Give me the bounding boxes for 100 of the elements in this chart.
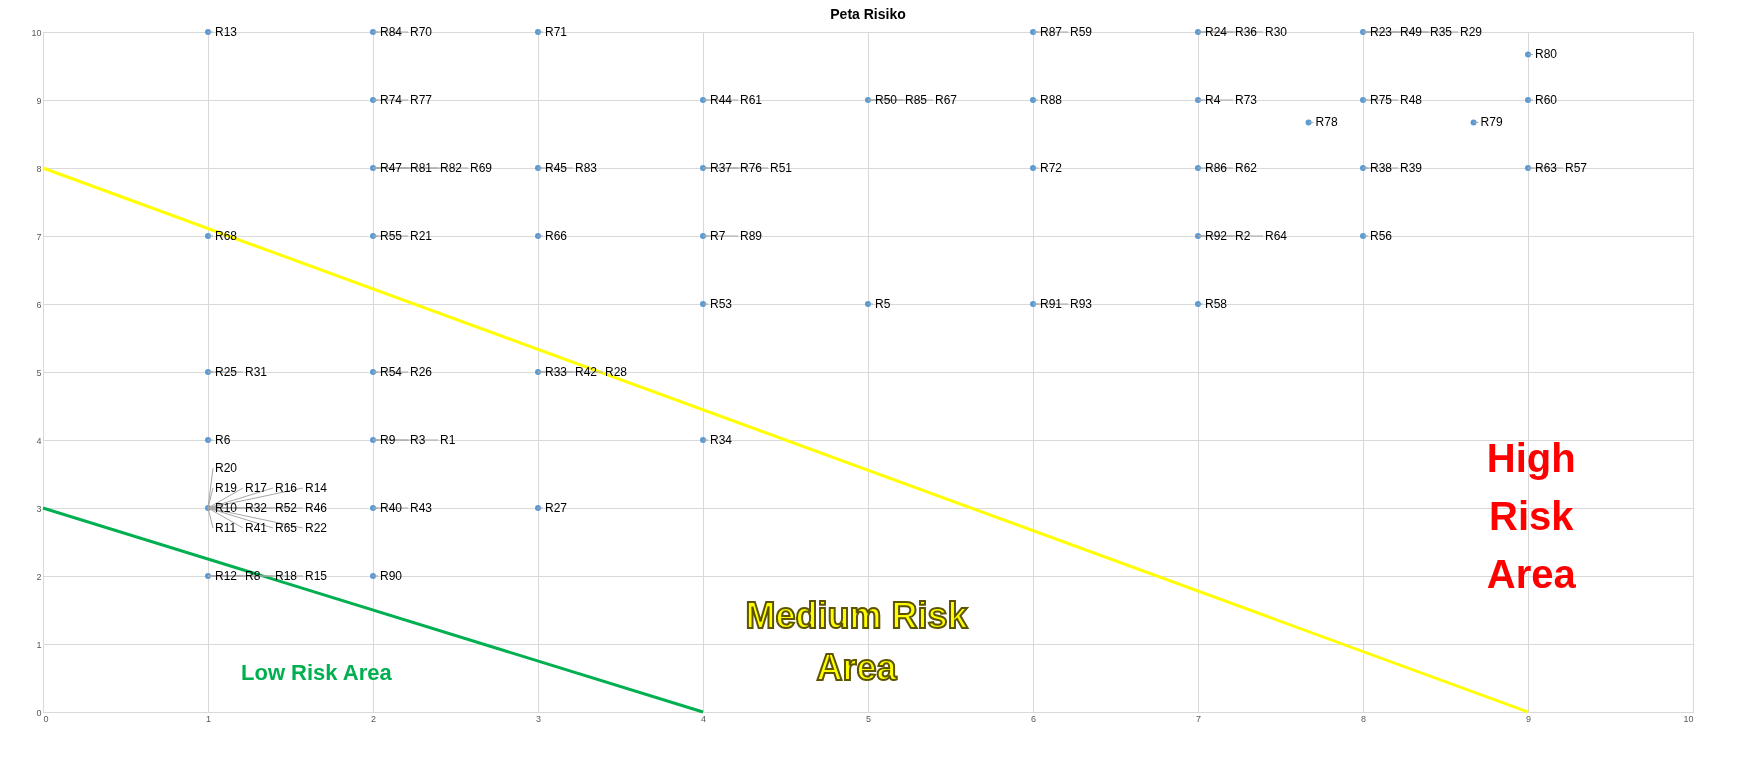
annotation: R56 [1370, 229, 1393, 243]
annotation: R51 [770, 161, 793, 175]
x-tick-label: 1 [205, 713, 212, 724]
annotation: R29 [1460, 25, 1483, 39]
annotation: R11 [215, 521, 237, 535]
annotation: R5 [875, 297, 891, 311]
annotation: R62 [1235, 161, 1258, 175]
annotation: R42 [575, 365, 598, 379]
annotation: R79 [1480, 115, 1503, 130]
annotation: Low Risk Area [241, 660, 393, 686]
annotation: R76 [740, 161, 763, 175]
annotation: R4 [1205, 93, 1221, 107]
annotation: R88 [1040, 93, 1063, 107]
annotation: R45 [545, 161, 568, 175]
annotation: R75 [1370, 93, 1393, 107]
annotation: R7 [710, 229, 726, 243]
annotation: R92 [1205, 229, 1228, 243]
annotation: R39 [1400, 161, 1423, 175]
annotation: R31 [245, 365, 268, 379]
annotation: R78 [1315, 115, 1338, 130]
annotation: R15 [305, 569, 328, 583]
annotation: R40 [380, 501, 403, 515]
y-tick-label: 4 [36, 435, 42, 446]
annotation: R12 [215, 569, 238, 583]
annotation: R34 [710, 433, 733, 447]
annotation: R3 [410, 433, 426, 447]
annotation: R17 [245, 481, 268, 495]
annotation: R53 [710, 297, 733, 311]
annotation: R32 [245, 501, 268, 515]
annotation: R52 [275, 501, 298, 515]
annotation: R71 [545, 25, 568, 39]
annotation: R57 [1565, 161, 1588, 175]
annotation: R49 [1400, 25, 1423, 39]
annotation: R74 [380, 93, 403, 107]
annotation: R33 [545, 365, 568, 379]
y-tick-label: 6 [36, 299, 42, 310]
annotation: R59 [1070, 25, 1093, 39]
annotation: R48 [1400, 93, 1423, 107]
annotation: R46 [305, 501, 328, 515]
annotation: R44 [710, 93, 733, 107]
annotation: R67 [935, 93, 958, 107]
annotation: R72 [1040, 161, 1063, 175]
annotation: R25 [215, 365, 238, 379]
chart-title: Peta Risiko [830, 6, 906, 22]
annotation: R81 [410, 161, 433, 175]
x-tick-label: 4 [700, 713, 707, 724]
annotation: R2 [1235, 229, 1251, 243]
annotation: R18 [275, 569, 298, 583]
annotation: R37 [710, 161, 733, 175]
annotation: R90 [380, 569, 403, 583]
y-tick-label: 10 [31, 27, 42, 38]
annotation: R30 [1265, 25, 1288, 39]
annotation: R82 [440, 161, 463, 175]
annotation: R1 [440, 433, 456, 447]
y-tick-label: 3 [36, 503, 42, 514]
y-tick-label: 9 [36, 95, 42, 106]
annotation: R61 [740, 93, 763, 107]
x-tick-label: 5 [865, 713, 872, 724]
annotation: R70 [410, 25, 433, 39]
annotation: R36 [1235, 25, 1258, 39]
x-tick-label: 7 [1195, 713, 1202, 724]
y-tick-label: 7 [36, 231, 42, 242]
y-tick-label: 1 [36, 639, 42, 650]
annotation: R58 [1205, 297, 1228, 311]
annotation: R50 [875, 93, 898, 107]
annotation: R69 [470, 161, 493, 175]
annotation: R26 [410, 365, 433, 379]
x-tick-label: 10 [1683, 713, 1694, 724]
annotation: R16 [275, 481, 298, 495]
annotation: R84 [380, 25, 403, 39]
y-tick-label: 8 [36, 163, 42, 174]
annotation: R87 [1040, 25, 1063, 39]
annotation: R6 [215, 433, 231, 447]
annotation: R65 [275, 521, 298, 535]
annotation: R63 [1535, 161, 1558, 175]
annotation: R86 [1205, 161, 1228, 175]
annotation: R20 [215, 461, 238, 475]
annotation: R80 [1535, 47, 1558, 62]
annotation: R54 [380, 365, 403, 379]
x-tick-label: 0 [43, 713, 49, 724]
annotation: R64 [1265, 229, 1288, 243]
annotation: R85 [905, 93, 928, 107]
annotation: Medium Risk Area [745, 594, 969, 688]
annotation: R91 [1040, 297, 1063, 311]
annotation: R28 [605, 365, 628, 379]
annotation: R19 [215, 481, 238, 495]
x-tick-label: 9 [1525, 713, 1532, 724]
annotation: R60 [1535, 93, 1558, 107]
y-tick-label: 5 [36, 367, 42, 378]
annotation: R66 [545, 229, 568, 243]
annotation: R27 [545, 501, 568, 515]
annotation: High Risk Area [1486, 436, 1577, 597]
annotation: R89 [740, 229, 763, 243]
annotation: R55 [380, 229, 403, 243]
annotation: R43 [410, 501, 433, 515]
annotation: R38 [1370, 161, 1393, 175]
annotation: R13 [215, 25, 238, 39]
annotation: R77 [410, 93, 433, 107]
annotation: R73 [1235, 93, 1258, 107]
x-tick-label: 3 [535, 713, 542, 724]
